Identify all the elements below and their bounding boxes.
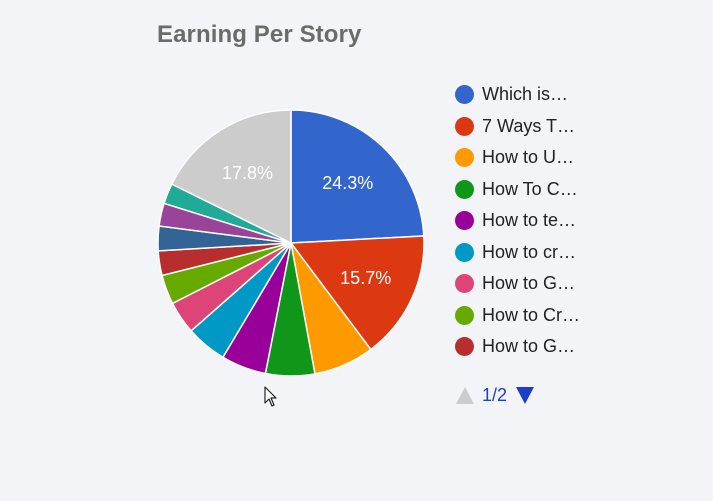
legend-label: 7 Ways T… (482, 115, 576, 136)
pie-slice-0[interactable] (290, 109, 425, 244)
pager-text: 1/2 (482, 384, 508, 405)
legend-item[interactable]: How to G… (455, 268, 580, 300)
legend-color-swatch (455, 85, 474, 105)
legend-label: How to U… (482, 147, 575, 168)
legend-label: Which is… (482, 84, 569, 105)
pager-prev-icon[interactable] (455, 385, 475, 405)
legend-color-swatch (455, 305, 474, 325)
legend-label: How To C… (482, 178, 578, 199)
legend-item[interactable]: How to te… (455, 205, 580, 237)
legend-pager: 1/2 (455, 383, 535, 407)
chart-title: Earning Per Story (157, 21, 362, 48)
legend-color-swatch (455, 242, 474, 262)
legend-label: How to G… (482, 273, 576, 294)
legend-color-swatch (455, 148, 474, 168)
pie-slice-label-12: 17.8% (222, 163, 273, 183)
legend-item[interactable]: How to Cr… (455, 300, 580, 332)
legend-item[interactable]: Which is… (455, 79, 580, 111)
legend-color-swatch (455, 116, 474, 136)
legend-color-swatch (455, 337, 474, 357)
legend-color-swatch (455, 211, 474, 231)
pie-slice-label-0: 24.3% (322, 173, 373, 193)
chart-legend: Which is… 7 Ways T… How to U… How To C… How … (455, 79, 580, 363)
legend-color-swatch (455, 274, 474, 294)
legend-label: How to Cr… (482, 304, 581, 325)
mouse-cursor-icon (264, 386, 277, 407)
legend-label: How to G… (482, 336, 576, 357)
legend-item[interactable]: How to cr… (455, 237, 580, 269)
pie-slice-1[interactable] (289, 235, 425, 351)
legend-label: How to cr… (482, 241, 577, 262)
pie-slice-12[interactable] (170, 109, 292, 245)
legend-item[interactable]: 7 Ways T… (455, 111, 580, 143)
legend-color-swatch (455, 179, 474, 199)
legend-item[interactable]: How To C… (455, 174, 580, 206)
pie-slice-label-1: 15.7% (340, 268, 391, 288)
legend-item[interactable]: How to G… (455, 331, 580, 363)
legend-item[interactable]: How to U… (455, 142, 580, 174)
pager-next-icon[interactable] (515, 385, 535, 405)
legend-label: How to te… (482, 210, 577, 231)
